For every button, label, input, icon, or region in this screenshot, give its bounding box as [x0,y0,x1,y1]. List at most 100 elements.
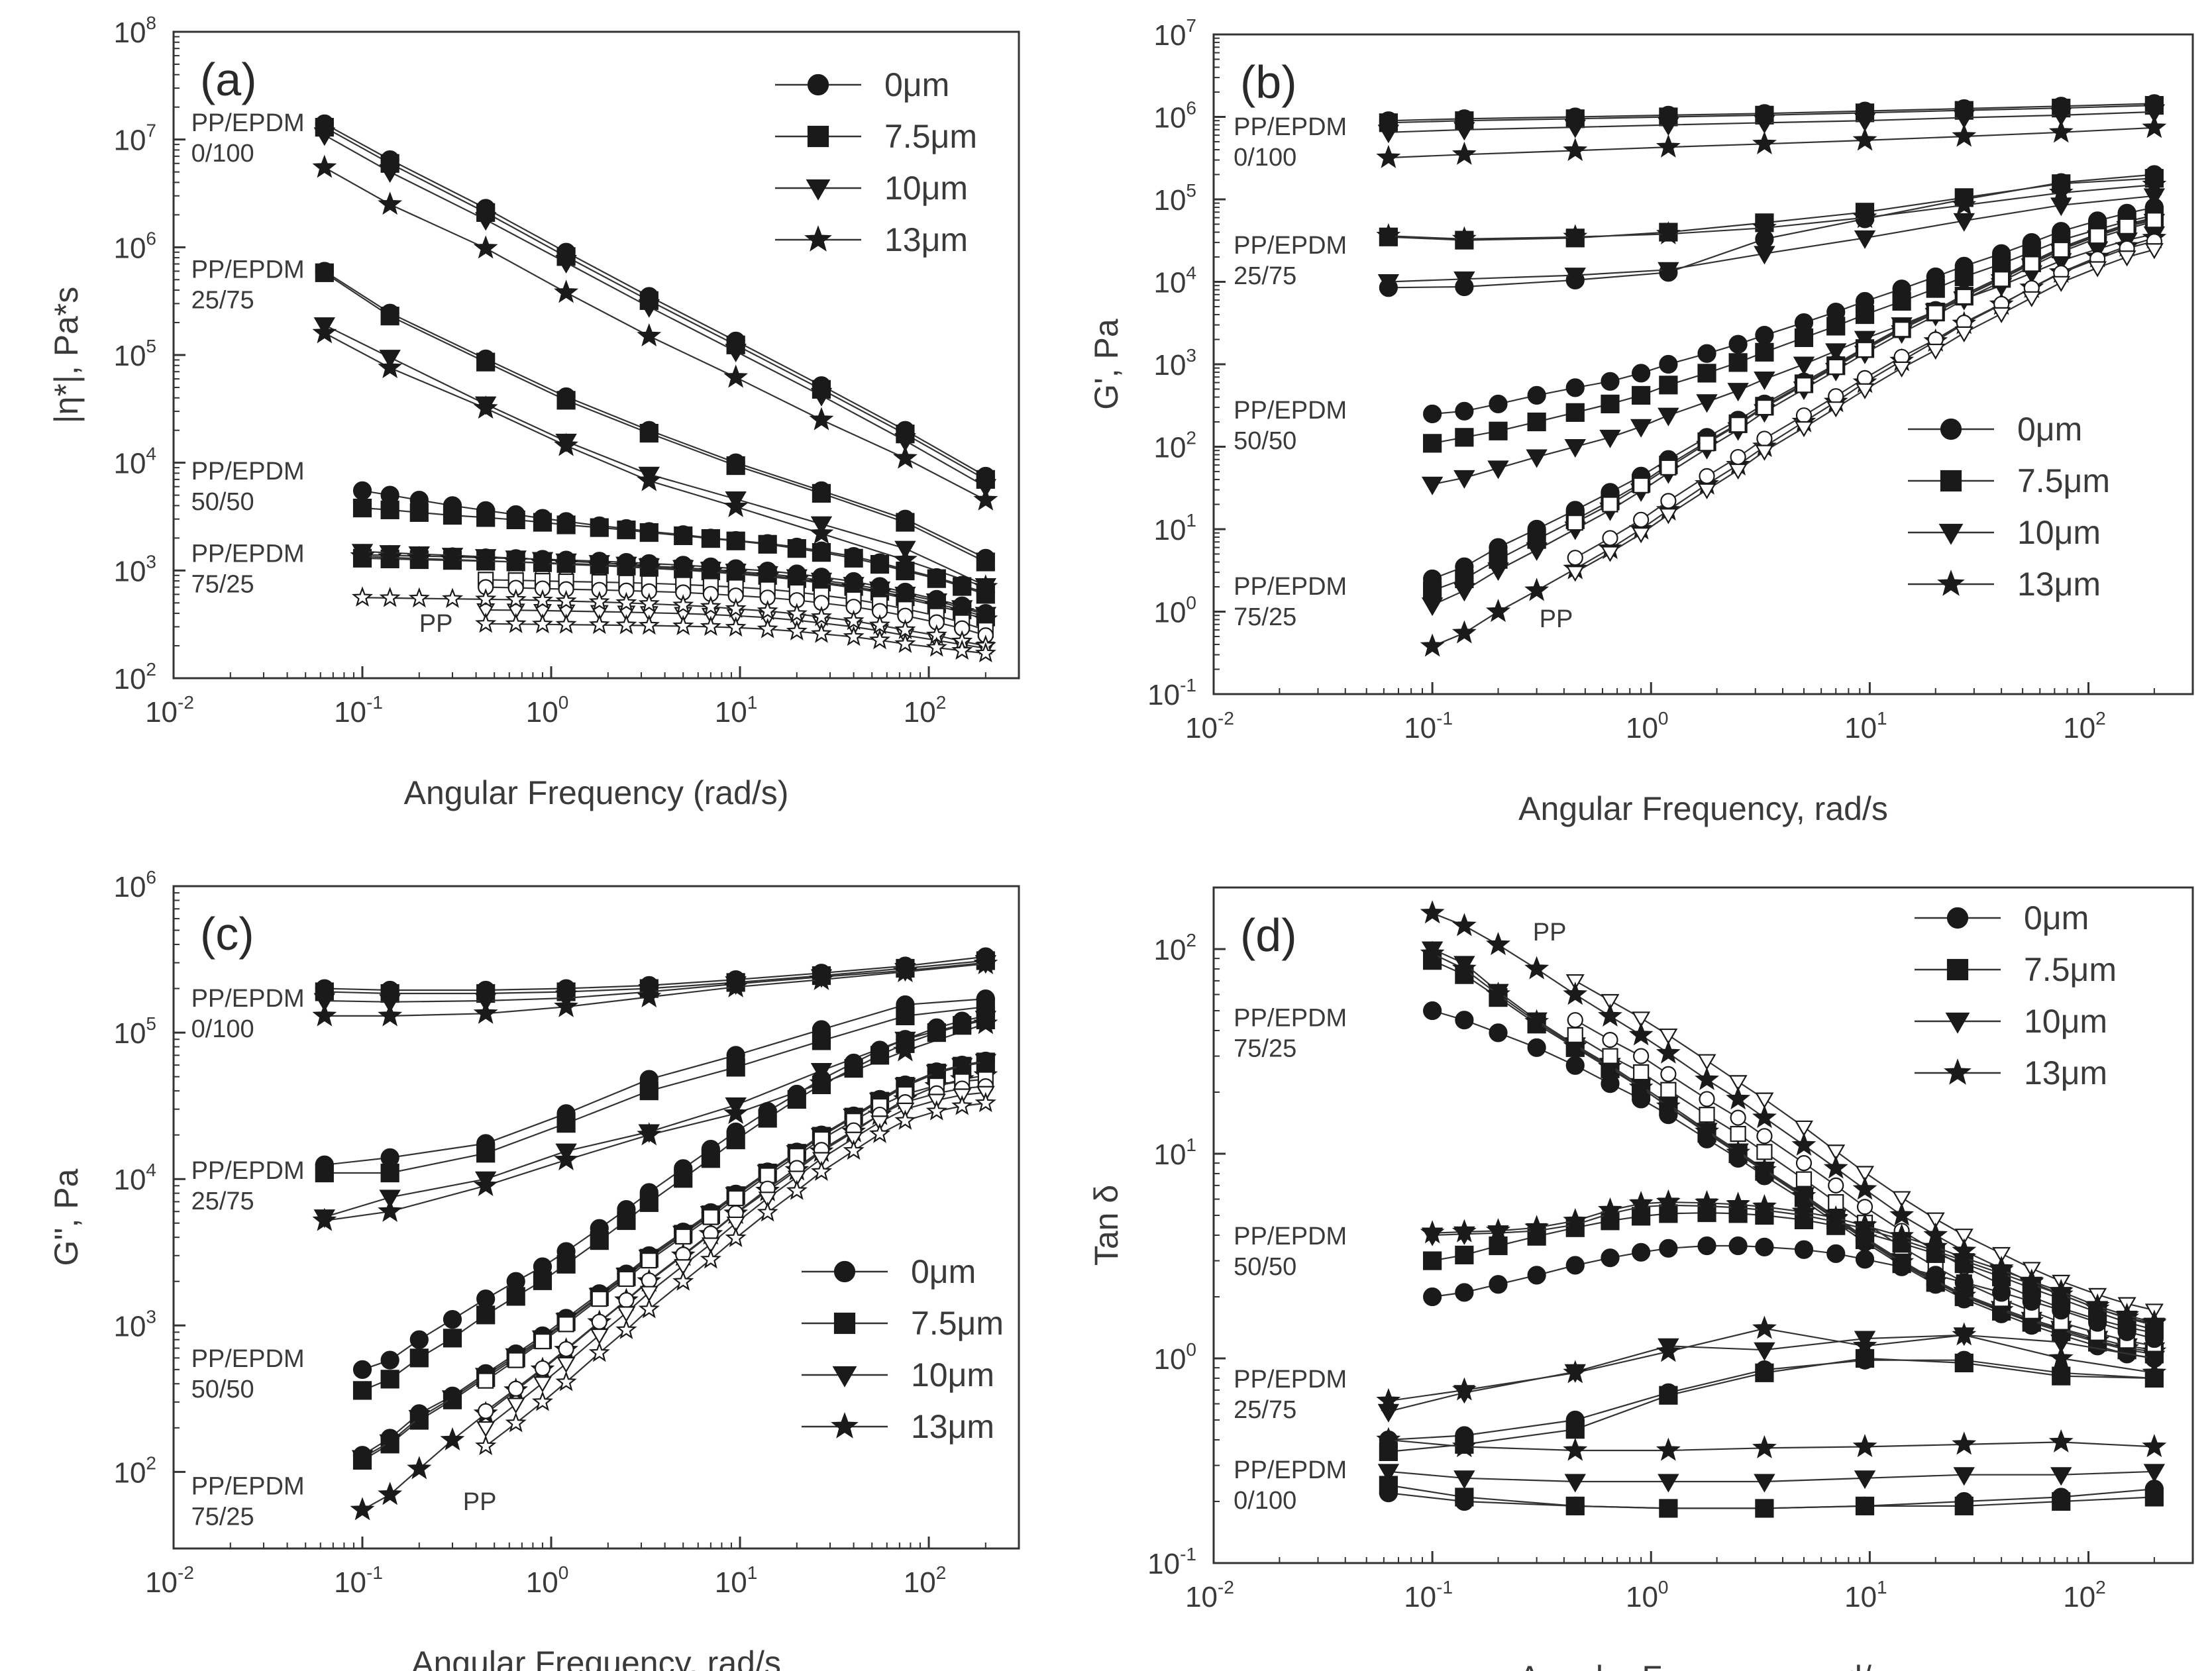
data-point [974,642,996,663]
y-tick-label: 106 [113,228,156,264]
data-point [1793,356,1815,376]
data-point [1954,1229,1974,1245]
x-tick-label: 102 [904,692,947,729]
data-point [1952,1244,1977,1268]
data-point [1656,1093,1681,1117]
data-point [473,548,498,572]
x-axis-title: Angular Frequency, rad/s [1518,1659,1888,1671]
data-point [1993,271,2010,287]
series-group-label: PP/EPDM 50/50 [1234,1223,1347,1281]
data-point [615,614,637,634]
data-point [726,456,745,476]
data-point [1826,401,1846,418]
data-point [1376,144,1401,168]
y-axis-title: G'', Pa [48,1168,85,1266]
data-point [758,534,777,554]
legend-marker [1944,1058,1972,1085]
data-point [700,595,721,616]
data-point [726,1058,745,1077]
data-point [2023,256,2040,272]
panel-tag: (b) [1240,56,1297,108]
data-point [1794,1240,1814,1259]
series-group-label: PP/EPDM 0/100 [191,985,305,1043]
data-point [723,561,749,585]
data-point [618,1291,635,1309]
data-point [1923,1234,1948,1258]
data-point [1953,110,1975,129]
data-point [1752,1105,1777,1129]
series-group-label: PP/EPDM 0/100 [1234,113,1347,172]
series-group-label: PP/EPDM 0/100 [1234,1456,1347,1515]
data-point [809,966,834,990]
x-tick-label: 100 [526,1562,569,1599]
legend-label: 10μm [2024,1003,2107,1040]
data-point [1795,1171,1813,1188]
data-point [1659,508,1678,525]
series-group-label: PP/EPDM 50/50 [191,458,305,516]
data-point [475,612,497,633]
data-point [1602,496,1618,513]
data-point [409,1330,429,1349]
data-point [1695,1190,1720,1213]
data-point [758,1109,777,1128]
data-point [1695,1066,1720,1090]
data-point [1563,1360,1588,1384]
data-point [1630,419,1652,438]
data-point [1567,550,1583,566]
y-tick-label: 102 [113,1452,156,1489]
data-point [1992,1283,2011,1302]
data-point [591,1290,607,1307]
data-point [1926,279,1945,298]
data-point [1563,1207,1588,1232]
data-point [1952,1431,1977,1455]
data-point [315,1163,334,1183]
data-point [1856,370,1873,386]
data-point [408,587,430,608]
data-point [478,1403,494,1419]
data-point [843,609,865,631]
legend-label: 10μm [911,1356,994,1393]
data-point [1660,1066,1677,1082]
data-point [1926,343,1945,360]
data-point [725,597,747,619]
data-point [1726,1140,1751,1164]
data-point [555,255,577,274]
data-point [973,487,998,511]
data-point [2115,1302,2140,1326]
legend: 0μm 7.5μm 10μm 13μm [775,66,977,258]
data-point [2144,243,2164,260]
data-point [1602,1048,1618,1064]
legend-marker [804,225,832,252]
data-point [639,1081,658,1101]
data-point [378,544,403,568]
data-point [1602,1032,1618,1048]
data-point [1658,117,1679,136]
data-point [1565,566,1585,582]
data-point [1455,1011,1474,1030]
legend-marker [833,1260,856,1283]
data-point [1451,913,1477,937]
data-point [893,445,918,469]
data-point [474,212,497,231]
data-point [2142,1434,2167,1458]
data-point [1451,620,1477,644]
data-point [1632,385,1651,405]
data-point [1795,1155,1813,1172]
data-point [727,1190,744,1207]
data-point [1633,1064,1650,1081]
data-point [588,591,610,611]
data-point [700,615,721,636]
data-point [953,1016,972,1035]
data-point [1524,1215,1550,1239]
data-point [506,1397,525,1414]
data-point [352,1381,372,1400]
data-point [1421,476,1444,495]
data-point [1489,1275,1508,1294]
data-point [440,1427,465,1451]
data-point [1565,1256,1585,1275]
data-point [1485,1218,1511,1242]
data-point [1730,1109,1746,1126]
panel-tag: (c) [200,908,254,960]
data-point [1823,1155,1848,1179]
series-group-label: PP/EPDM 50/50 [191,1345,305,1403]
